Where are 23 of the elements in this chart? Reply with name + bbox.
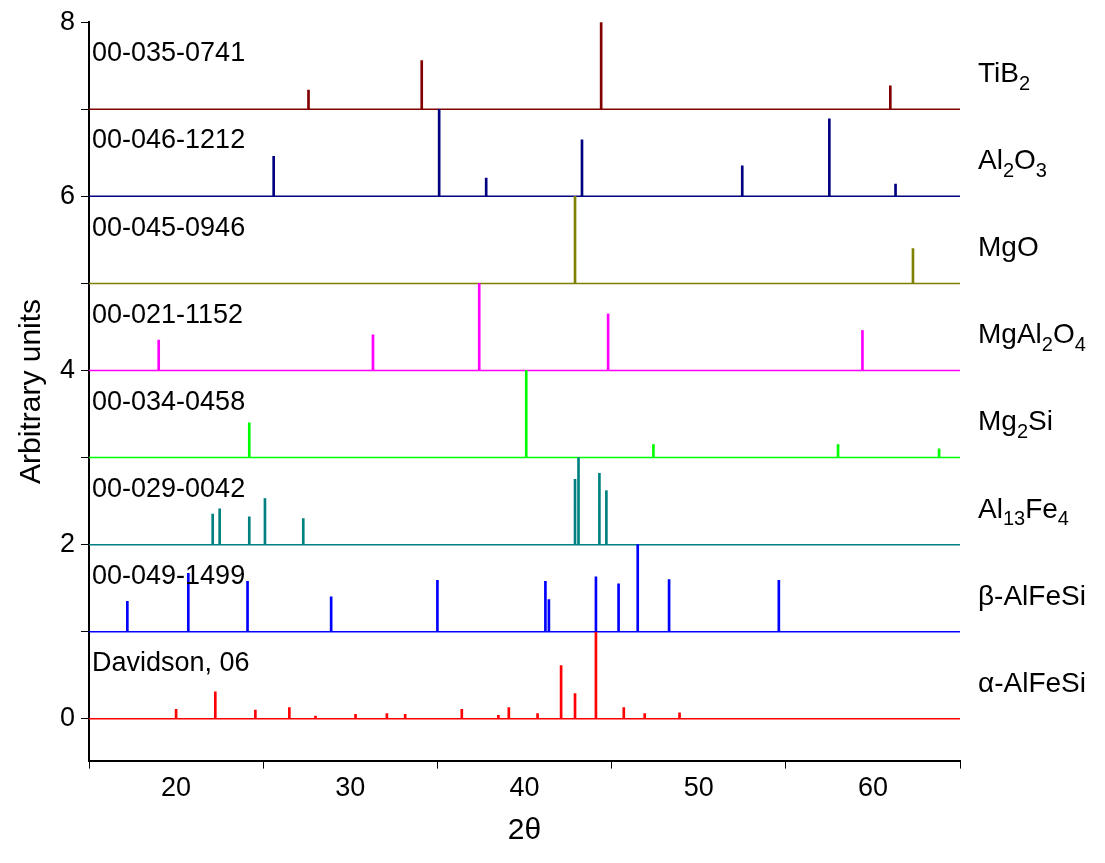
annotation: 00-049-1499 — [92, 559, 246, 590]
y-tick-label: 8 — [59, 5, 76, 36]
y-axis-title: Arbitrary units — [13, 298, 47, 484]
annotation: 00-029-0042 — [92, 472, 246, 503]
x-tick-label: 40 — [509, 772, 540, 803]
y-tick-label: 2 — [59, 528, 76, 559]
x-axis-title: 2θ — [507, 812, 542, 846]
text: MgO — [978, 231, 1039, 263]
annotation: 00-021-1152 — [92, 298, 244, 329]
x-tick-label: 30 — [335, 772, 366, 803]
annotation: Davidson, 06 — [92, 646, 250, 677]
x-tick-label: 60 — [857, 772, 888, 803]
annotation: 00-045-0946 — [92, 211, 246, 242]
x-tick-label: 20 — [161, 772, 192, 803]
y-tick-label: 0 — [59, 702, 76, 733]
annotation: 00-034-0458 — [92, 385, 246, 416]
y-tick-label: 4 — [59, 353, 76, 384]
text: α-AlFeSi — [978, 666, 1086, 698]
annotation: 00-046-1212 — [92, 124, 246, 155]
annotation: 00-035-0741 — [92, 37, 246, 68]
x-tick-label: 50 — [683, 772, 714, 803]
text: β-AlFeSi — [978, 579, 1086, 611]
y-tick-label: 6 — [59, 179, 76, 210]
